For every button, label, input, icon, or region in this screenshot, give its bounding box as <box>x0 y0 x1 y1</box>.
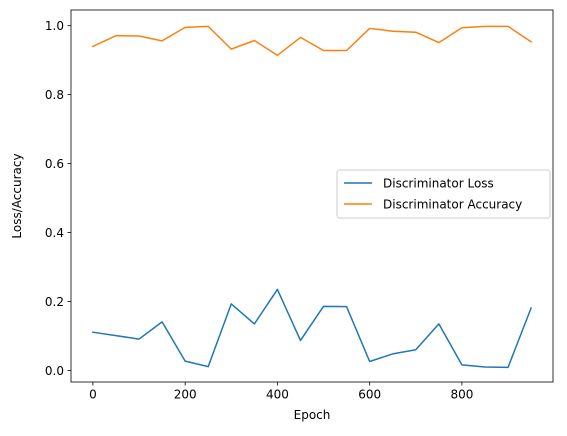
y-tick-label: 0.8 <box>45 88 64 102</box>
y-axis-ticks: 0.0 0.2 0.4 0.6 0.8 1.0 <box>45 19 71 378</box>
x-tick-label: 800 <box>450 388 473 402</box>
x-axis-ticks: 0 200 400 600 800 <box>89 382 473 402</box>
legend: Discriminator Loss Discriminator Accuracy <box>336 169 551 219</box>
y-tick-label: 0.6 <box>45 157 64 171</box>
y-tick-label: 0.2 <box>45 295 64 309</box>
y-tick-label: 0.4 <box>45 226 64 240</box>
axes-frame <box>70 9 554 383</box>
y-tick-label: 1.0 <box>45 19 64 33</box>
legend-label-0: Discriminator Loss <box>383 176 494 190</box>
y-axis-label: Loss/Accuracy <box>10 153 24 238</box>
legend-label-1: Discriminator Accuracy <box>383 197 522 211</box>
x-tick-label: 0 <box>89 388 97 402</box>
x-tick-label: 200 <box>174 388 197 402</box>
plot-area <box>91 25 533 369</box>
x-tick-label: 600 <box>358 388 381 402</box>
y-tick-label: 0.0 <box>45 364 64 378</box>
series-line-0 <box>92 288 533 369</box>
series-line-1 <box>91 25 533 57</box>
legend-box <box>336 169 551 219</box>
x-tick-label: 400 <box>266 388 289 402</box>
x-axis-label: Epoch <box>294 408 331 422</box>
